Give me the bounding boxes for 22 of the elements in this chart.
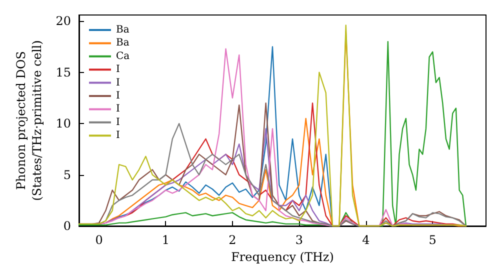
y-tick-label: 0	[63, 219, 71, 233]
legend-label: I	[116, 116, 120, 128]
x-tick-label: 3	[295, 233, 303, 247]
legend-label: Ca	[116, 50, 130, 62]
x-tick-label: 2	[228, 233, 236, 247]
x-tick-label: 5	[428, 233, 436, 247]
legend-label: Ba	[116, 38, 130, 49]
x-tick-label: 4	[362, 233, 370, 247]
y-tick-label: 15	[56, 65, 71, 80]
legend-label: I	[116, 130, 120, 142]
x-axis-title: Frequency (THz)	[231, 250, 334, 264]
x-tick-label: 1	[162, 233, 170, 247]
legend-label: I	[116, 104, 120, 115]
y-tick-label: 20	[56, 14, 71, 28]
y-tick-label: 5	[63, 168, 71, 182]
y-tick-label: 10	[56, 116, 71, 131]
legend-label: Ba	[116, 24, 130, 36]
legend-label: I	[116, 64, 120, 76]
legend-label: I	[116, 77, 120, 88]
x-tick-label: 0	[95, 233, 103, 247]
y-axis-title: Phonon projected DOS (States/THz·primitive cell)	[14, 40, 44, 201]
legend-label: I	[116, 90, 120, 102]
